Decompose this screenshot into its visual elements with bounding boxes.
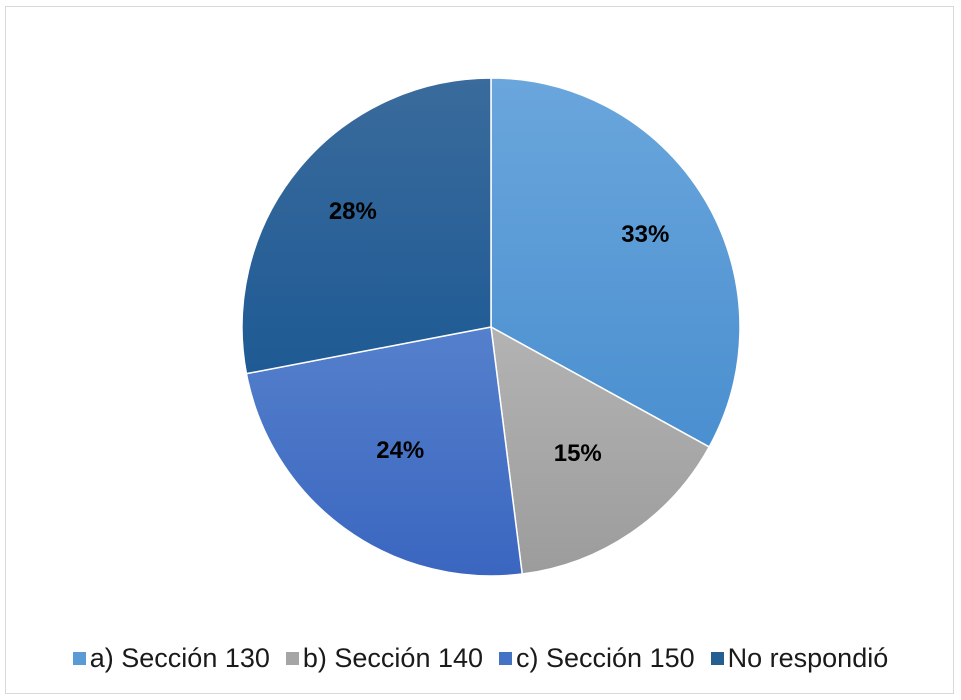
pie-slice-no-respondio: [241, 77, 492, 375]
legend-item-no-respondio: No respondió: [710, 643, 889, 674]
pie-slice-seccion-150: [245, 326, 524, 577]
pie-slice-seccion-130: [490, 77, 741, 448]
legend-item-seccion-130: a) Sección 130: [72, 643, 270, 674]
legend-label: c) Sección 150: [516, 643, 695, 673]
legend-swatch: [72, 652, 86, 665]
legend-label: a) Sección 130: [89, 643, 270, 673]
data-label-no-respondio: 28%: [329, 198, 377, 225]
legend-label: No respondió: [727, 643, 889, 673]
data-label-seccion-130: 33%: [621, 221, 669, 248]
legend-swatch: [710, 652, 724, 665]
legend-item-seccion-150: c) Sección 150: [499, 643, 695, 674]
legend: a) Sección 130 b) Sección 140 c) Sección…: [0, 643, 961, 674]
legend-swatch: [285, 652, 299, 665]
pie-slice-seccion-140: [490, 325, 711, 575]
legend-label: b) Sección 140: [302, 643, 484, 673]
data-label-seccion-150: 24%: [376, 437, 424, 464]
legend-item-seccion-140: b) Sección 140: [285, 643, 484, 674]
data-label-seccion-140: 15%: [554, 440, 602, 467]
legend-swatch: [499, 652, 513, 665]
